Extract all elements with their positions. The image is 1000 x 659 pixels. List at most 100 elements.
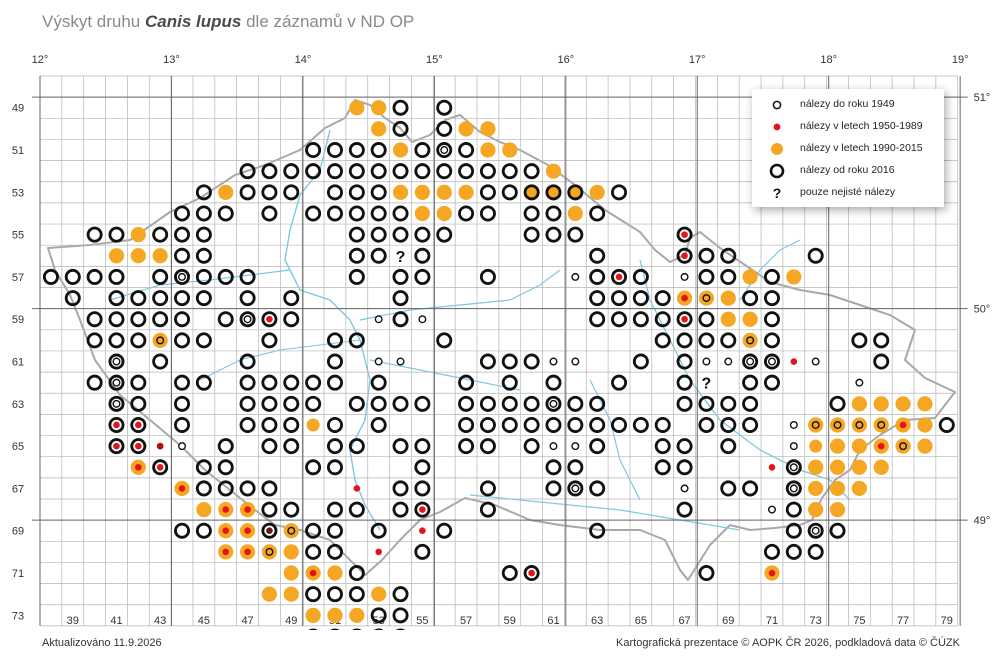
occurrence-cell[interactable] xyxy=(720,395,737,412)
occurrence-cell[interactable] xyxy=(239,480,256,497)
occurrence-cell[interactable] xyxy=(567,416,584,433)
occurrence-cell[interactable] xyxy=(86,374,103,391)
occurrence-cell[interactable] xyxy=(567,205,583,222)
occurrence-cell[interactable] xyxy=(326,416,343,433)
occurrence-cell[interactable] xyxy=(458,121,474,137)
occurrence-cell[interactable] xyxy=(480,142,496,158)
occurrence-cell[interactable] xyxy=(283,416,300,433)
occurrence-cell[interactable] xyxy=(392,268,409,285)
occurrence-cell[interactable] xyxy=(375,548,382,556)
occurrence-cell[interactable] xyxy=(523,163,540,180)
occurrence-cell[interactable] xyxy=(392,395,409,412)
occurrence-cell[interactable] xyxy=(829,417,846,433)
occurrence-cell[interactable] xyxy=(414,142,431,159)
occurrence-cell[interactable] xyxy=(676,353,693,370)
occurrence-cell[interactable] xyxy=(217,459,234,476)
occurrence-cell[interactable] xyxy=(571,272,580,281)
occurrence-cell[interactable] xyxy=(895,417,911,433)
occurrence-cell[interactable] xyxy=(809,439,823,453)
occurrence-cell[interactable] xyxy=(371,121,387,137)
occurrence-cell[interactable] xyxy=(611,290,628,307)
occurrence-cell[interactable] xyxy=(698,290,715,306)
occurrence-cell[interactable] xyxy=(283,374,300,391)
occurrence-cell[interactable] xyxy=(458,142,475,159)
occurrence-cell[interactable] xyxy=(196,501,212,518)
occurrence-cell[interactable] xyxy=(261,438,278,455)
occurrence-cell[interactable] xyxy=(419,527,426,535)
occurrence-cell[interactable] xyxy=(130,311,147,328)
occurrence-cell[interactable] xyxy=(523,353,540,370)
occurrence-cell[interactable] xyxy=(523,184,540,201)
occurrence-cell[interactable] xyxy=(370,205,387,222)
occurrence-cell[interactable] xyxy=(239,311,256,328)
occurrence-cell[interactable] xyxy=(108,311,125,328)
occurrence-cell[interactable] xyxy=(370,416,387,433)
occurrence-cell[interactable] xyxy=(829,438,846,454)
occurrence-cell[interactable] xyxy=(130,395,147,412)
occurrence-cell[interactable] xyxy=(130,332,147,349)
occurrence-cell[interactable] xyxy=(523,565,540,582)
occurrence-cell[interactable] xyxy=(283,501,300,518)
occurrence-cell[interactable] xyxy=(349,607,365,623)
occurrence-cell[interactable] xyxy=(589,416,606,433)
occurrence-cell[interactable] xyxy=(283,586,299,602)
occurrence-cell[interactable] xyxy=(348,247,365,264)
occurrence-cell[interactable] xyxy=(501,374,518,391)
occurrence-cell[interactable] xyxy=(479,353,496,370)
occurrence-cell[interactable] xyxy=(156,442,164,450)
occurrence-cell[interactable] xyxy=(458,395,475,412)
occurrence-cell[interactable] xyxy=(86,311,103,328)
occurrence-cell[interactable] xyxy=(720,311,736,327)
occurrence-cell[interactable] xyxy=(261,416,278,433)
occurrence-cell[interactable] xyxy=(676,374,693,391)
occurrence-cell[interactable] xyxy=(545,374,562,391)
occurrence-cell[interactable] xyxy=(108,290,125,307)
occurrence-cell[interactable] xyxy=(632,353,649,370)
occurrence-cell[interactable] xyxy=(502,142,518,158)
occurrence-cell[interactable] xyxy=(436,205,452,222)
occurrence-cell[interactable] xyxy=(786,269,802,285)
occurrence-cell[interactable] xyxy=(676,459,693,476)
occurrence-cell[interactable] xyxy=(195,205,212,222)
occurrence-cell[interactable] xyxy=(436,99,453,116)
occurrence-cell[interactable] xyxy=(86,268,103,285)
occurrence-cell[interactable] xyxy=(305,395,322,412)
occurrence-cell[interactable] xyxy=(239,395,256,412)
occurrence-cell[interactable] xyxy=(392,586,409,603)
occurrence-cell[interactable] xyxy=(130,227,146,243)
occurrence-cell[interactable] xyxy=(742,269,758,285)
occurrence-cell[interactable] xyxy=(305,565,321,581)
occurrence-cell[interactable] xyxy=(414,268,431,285)
occurrence-cell[interactable] xyxy=(130,416,147,433)
occurrence-cell[interactable] xyxy=(217,205,234,222)
occurrence-cell[interactable] xyxy=(152,290,169,307)
occurrence-cell[interactable] xyxy=(195,226,212,243)
occurrence-cell[interactable] xyxy=(611,268,628,285)
occurrence-cell[interactable] xyxy=(370,607,387,624)
occurrence-cell[interactable] xyxy=(130,438,147,455)
occurrence-cell[interactable] xyxy=(414,543,431,560)
occurrence-cell[interactable] xyxy=(108,268,125,285)
occurrence-cell[interactable] xyxy=(479,438,496,455)
occurrence-cell[interactable] xyxy=(545,163,562,179)
occurrence-cell[interactable] xyxy=(261,163,278,180)
occurrence-cell[interactable] xyxy=(611,416,628,433)
occurrence-cell[interactable] xyxy=(348,142,365,159)
occurrence-cell[interactable] xyxy=(353,485,361,492)
occurrence-cell[interactable] xyxy=(676,311,693,328)
occurrence-cell[interactable] xyxy=(327,565,343,581)
occurrence-cell[interactable] xyxy=(676,226,693,243)
occurrence-cell[interactable] xyxy=(283,163,300,180)
occurrence-cell[interactable] xyxy=(348,226,365,243)
occurrence-cell[interactable] xyxy=(589,205,606,222)
occurrence-cell[interactable] xyxy=(938,416,955,433)
occurrence-cell[interactable] xyxy=(239,353,256,370)
occurrence-cell[interactable] xyxy=(174,416,191,433)
occurrence-cell[interactable] xyxy=(348,565,365,582)
occurrence-cell[interactable] xyxy=(479,205,496,222)
occurrence-cell[interactable] xyxy=(392,163,409,180)
occurrence-cell[interactable] xyxy=(742,480,759,497)
occurrence-cell[interactable] xyxy=(130,374,147,391)
occurrence-cell[interactable] xyxy=(807,543,824,560)
occurrence-cell[interactable] xyxy=(720,290,736,306)
